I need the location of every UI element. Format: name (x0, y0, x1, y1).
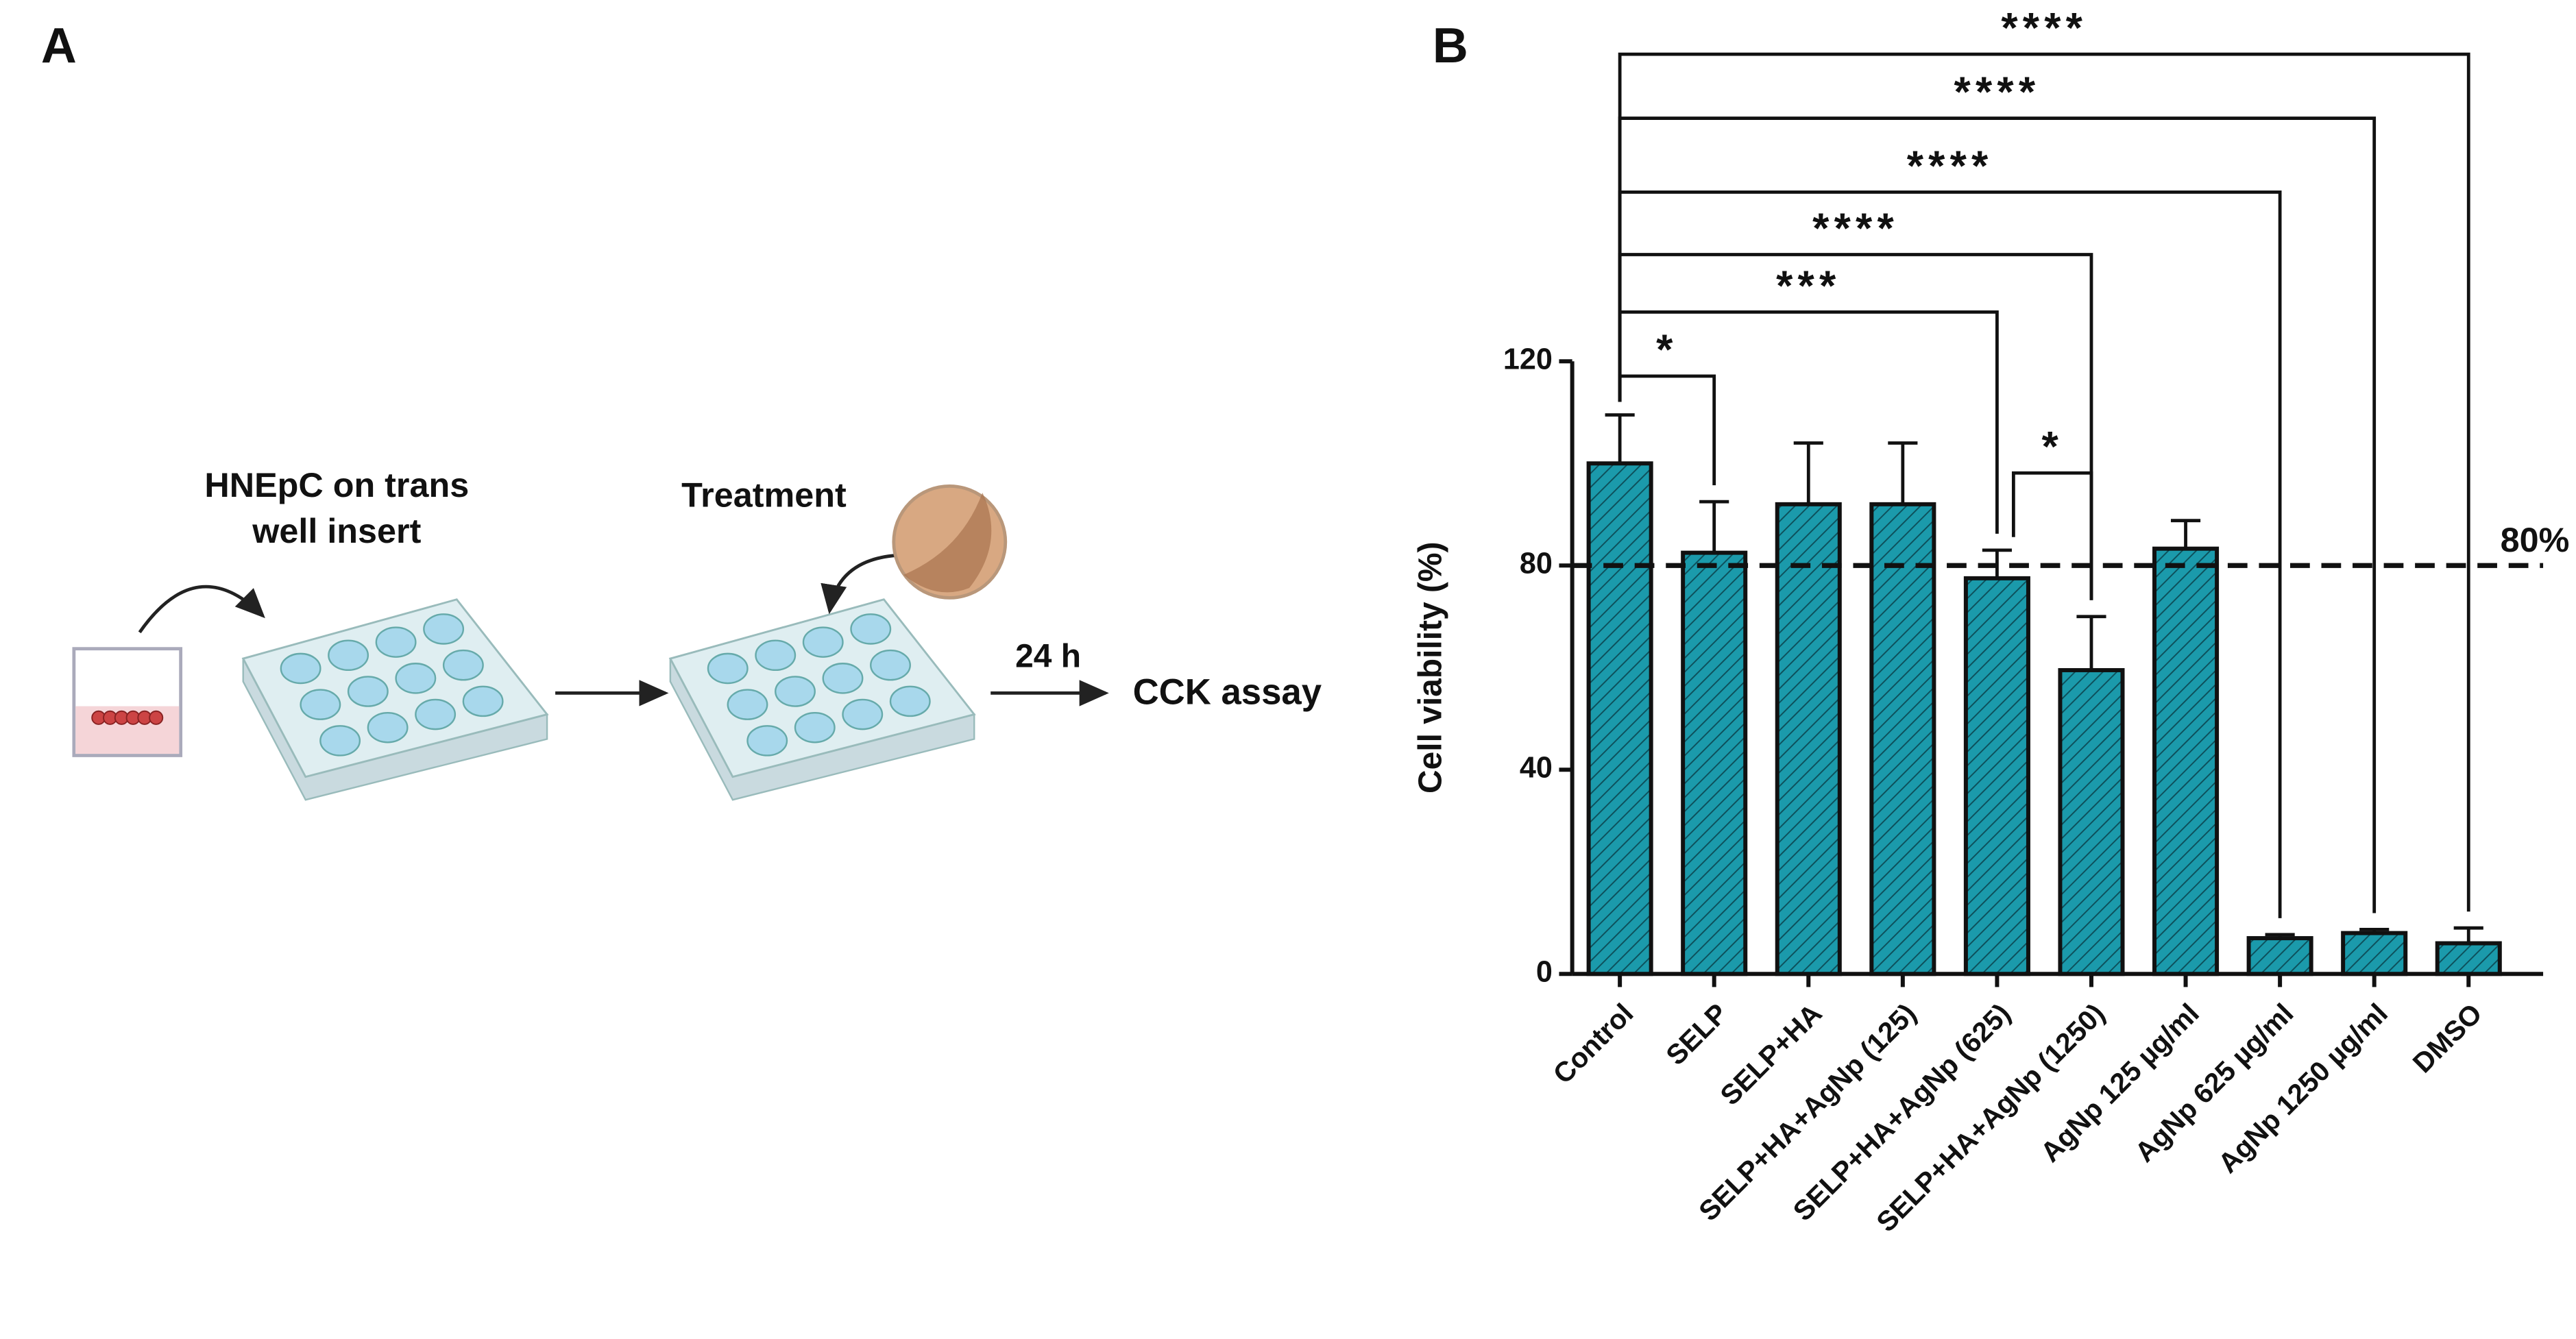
bar (1963, 576, 2030, 976)
error-bar (1699, 500, 1729, 553)
well (727, 689, 768, 720)
plate-top (668, 598, 976, 778)
significance-label: **** (1907, 143, 1993, 190)
significance-bracket (1618, 52, 2470, 912)
x-tick-label: DMSO (2407, 997, 2488, 1079)
significance-label: **** (2001, 5, 2087, 52)
error-bar (1605, 413, 1635, 464)
well (462, 685, 504, 717)
error-bar (2265, 933, 2295, 939)
well (300, 689, 341, 720)
well (280, 652, 321, 685)
well (375, 626, 417, 658)
well (775, 676, 816, 707)
significance-label: **** (1954, 69, 2041, 116)
well (889, 685, 931, 717)
panel-label: B (1433, 19, 1468, 73)
well (319, 725, 361, 757)
well (367, 711, 409, 744)
x-tick-label: AgNp 1250 µg/ml (2212, 997, 2394, 1179)
x-tick-label: Control (1547, 997, 1640, 1090)
y-tick-label: 120 (1503, 343, 1553, 376)
well (328, 639, 369, 672)
significance-label: *** (1776, 262, 1840, 310)
arrow (138, 585, 265, 634)
cell (149, 710, 164, 725)
bar (1681, 550, 1748, 976)
y-tick-label: 80 (1520, 548, 1553, 580)
well (842, 698, 884, 730)
well (850, 613, 892, 645)
step-label: HNEpC on trans (204, 465, 469, 504)
reference-label: 80% (2501, 520, 2570, 559)
bar (1869, 502, 1936, 976)
bar (2341, 931, 2408, 976)
panel-label: A (41, 19, 77, 73)
y-axis-label: Cell viability (%) (1413, 541, 1449, 793)
well (870, 649, 911, 681)
readout-label: CCK assay (1133, 672, 1322, 713)
plate-top (241, 598, 549, 778)
well (755, 639, 797, 672)
well (707, 652, 749, 685)
error-bar (1793, 441, 1823, 504)
x-tick-label: AgNp 625 µg/ml (2128, 997, 2299, 1168)
well (746, 725, 788, 757)
bar (1586, 461, 1653, 976)
error-bar (2453, 926, 2483, 944)
well (822, 663, 864, 694)
y-tick-label: 0 (1536, 956, 1553, 989)
significance-label: **** (1812, 205, 1899, 252)
error-bar (1888, 441, 1918, 504)
well (423, 613, 465, 645)
well (415, 698, 457, 730)
error-bar (2076, 615, 2106, 670)
bar (2246, 936, 2313, 976)
step-label: Treatment (681, 475, 847, 514)
well (442, 649, 484, 681)
time-label: 24 h (1015, 639, 1081, 675)
error-bar (2170, 519, 2201, 549)
y-tick-label: 40 (1520, 752, 1553, 785)
well (347, 676, 389, 707)
x-tick-label: AgNp 125 µg/ml (2034, 997, 2205, 1168)
step-label: well insert (252, 511, 421, 550)
significance-label: * (2041, 423, 2063, 471)
arrow (821, 553, 901, 615)
well (802, 626, 844, 658)
bar (2152, 546, 2220, 976)
coating (903, 492, 992, 593)
bar (1775, 502, 1842, 976)
significance-label: * (1656, 327, 1677, 374)
well (794, 711, 836, 744)
significance-bracket (1618, 253, 2093, 600)
error-bar (2359, 928, 2390, 933)
bar (2058, 667, 2125, 976)
bar (2435, 941, 2502, 976)
well (395, 663, 437, 694)
x-tick-label: SELP (1660, 997, 1734, 1071)
